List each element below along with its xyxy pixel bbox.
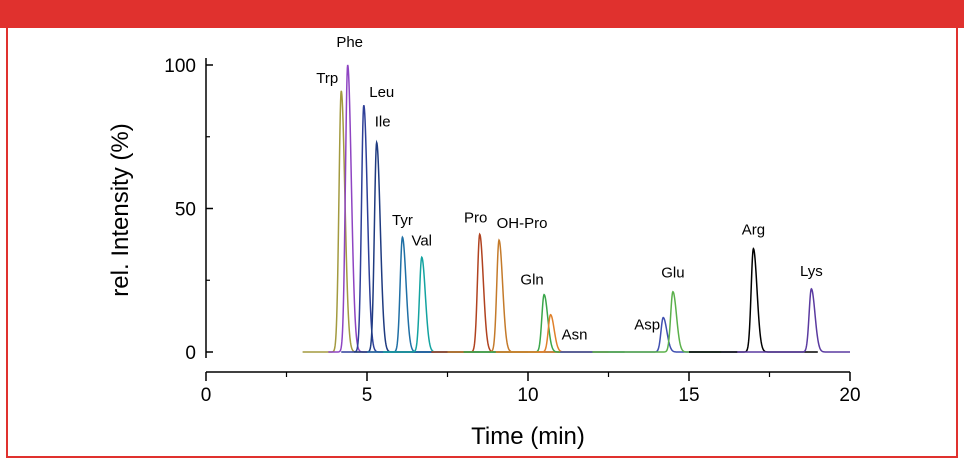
figure-border (6, 28, 958, 458)
peak-label-tyr: Tyr (392, 212, 413, 229)
peak-label-asp: Asp (634, 317, 660, 334)
figure-header-bar (0, 0, 964, 28)
trace-arg (689, 247, 818, 353)
peak-label-gln: Gln (520, 272, 543, 289)
peak-label-arg: Arg (742, 222, 765, 239)
peak-labels: Trp Phe Leu Ile Tyr Val Pro OH-Pro Gln Asn Asp Glu A… (316, 34, 822, 344)
x-axis-title: Time (min) (471, 423, 585, 450)
y-tick-label: 50 (175, 200, 196, 221)
peak-label-glu: Glu (661, 265, 684, 282)
peak-label-asn: Asn (562, 327, 588, 344)
peak-label-val: Val (411, 232, 432, 249)
chromatogram-traces (302, 64, 850, 353)
peak-label-leu: Leu (369, 84, 394, 101)
y-axis-title: rel. Intensity (%) (107, 123, 134, 296)
x-tick-label: 10 (517, 385, 538, 406)
peak-label-ile: Ile (375, 113, 391, 130)
peak-label-oh-pro: OH-Pro (497, 215, 548, 232)
x-tick-label: 5 (362, 385, 373, 406)
peak-label-lys: Lys (800, 263, 823, 280)
x-tick-label: 20 (839, 385, 860, 406)
peak-label-trp: Trp (316, 70, 338, 87)
peak-label-phe: Phe (336, 34, 363, 51)
x-tick-label: 0 (201, 385, 212, 406)
peak-label-pro: Pro (464, 209, 487, 226)
x-tick-label: 15 (678, 385, 699, 406)
y-tick-label: 0 (185, 343, 196, 364)
trace-lys (737, 287, 850, 353)
trace-tyr (367, 235, 512, 353)
axis-ticks: 0 50 100 0 5 10 15 20 (164, 56, 860, 406)
y-tick-label: 100 (164, 56, 196, 77)
